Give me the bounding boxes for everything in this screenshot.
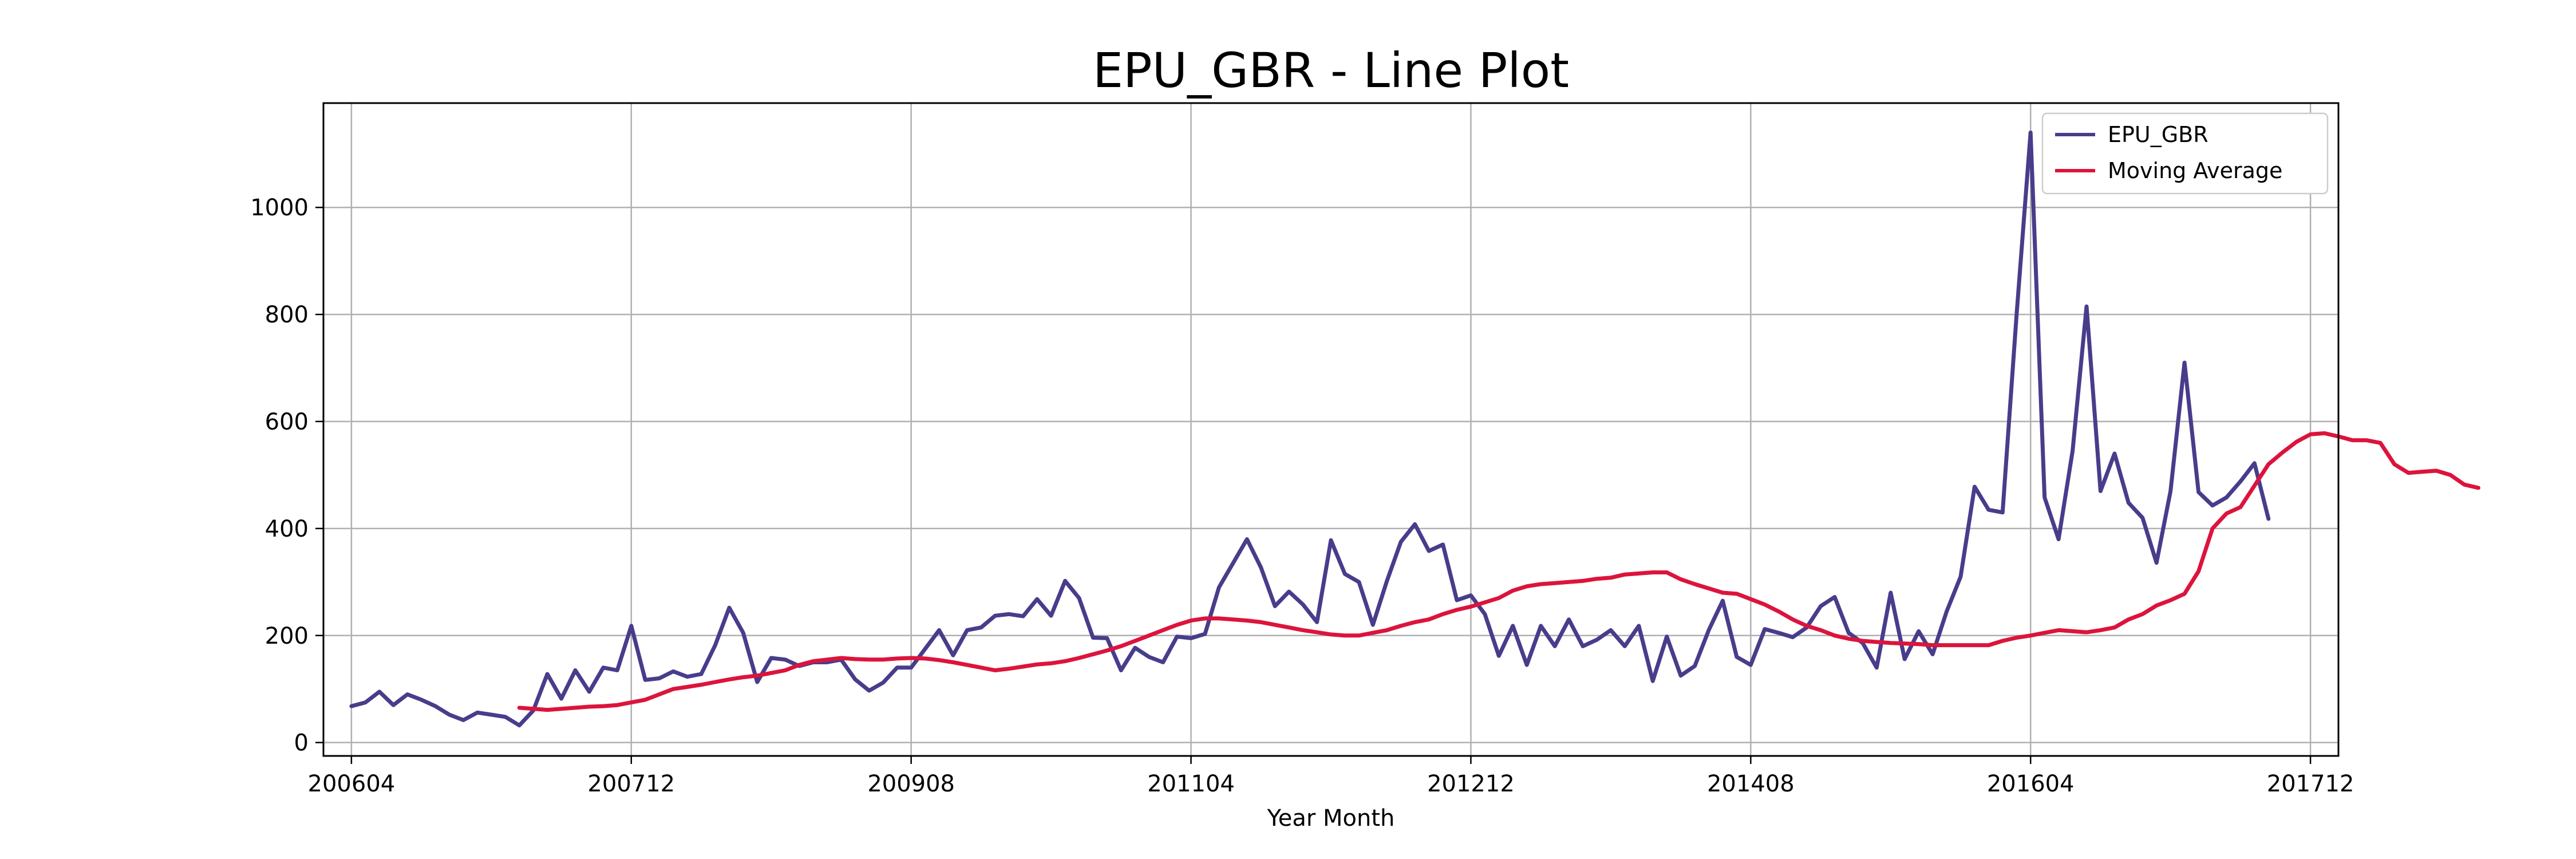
y-tick-label: 0 — [294, 730, 309, 756]
series-layer — [349, 130, 2480, 728]
legend-label-moving-average: Moving Average — [2108, 158, 2282, 183]
legend-box — [2041, 112, 2329, 195]
x-tick-label: 201212 — [1427, 771, 1515, 797]
y-tick-label: 200 — [265, 623, 309, 649]
x-tick-label: 201408 — [1707, 771, 1795, 797]
legend-label-epu-gbr: EPU_GBR — [2108, 122, 2208, 147]
grid-layer — [323, 103, 2338, 756]
x-tick-label: 200908 — [867, 771, 955, 797]
chart-title: EPU_GBR - Line Plot — [1093, 42, 1569, 98]
x-tick-label: 201104 — [1147, 771, 1235, 797]
x-tick-label: 200604 — [308, 771, 396, 797]
series-line-epu-gbr — [349, 130, 2271, 728]
y-axis-ticks: 0 200 400 600 800 1000 — [250, 195, 323, 756]
y-tick-label: 800 — [265, 302, 309, 328]
x-tick-label: 201604 — [1987, 771, 2075, 797]
y-tick-label: 400 — [265, 516, 309, 542]
series-line-moving-average — [517, 431, 2480, 712]
x-tick-label: 200712 — [587, 771, 675, 797]
x-tick-label: 201712 — [2267, 771, 2354, 797]
legend: EPU_GBR Moving Average — [2041, 112, 2329, 195]
x-axis-ticks: 200604 200712 200908 201104 201212 201408 2016… — [308, 756, 2354, 797]
x-axis-label: Year Month — [1267, 805, 1395, 832]
plot-area-frame — [322, 102, 2340, 757]
y-tick-label: 1000 — [250, 195, 309, 221]
y-tick-label: 600 — [265, 409, 309, 435]
